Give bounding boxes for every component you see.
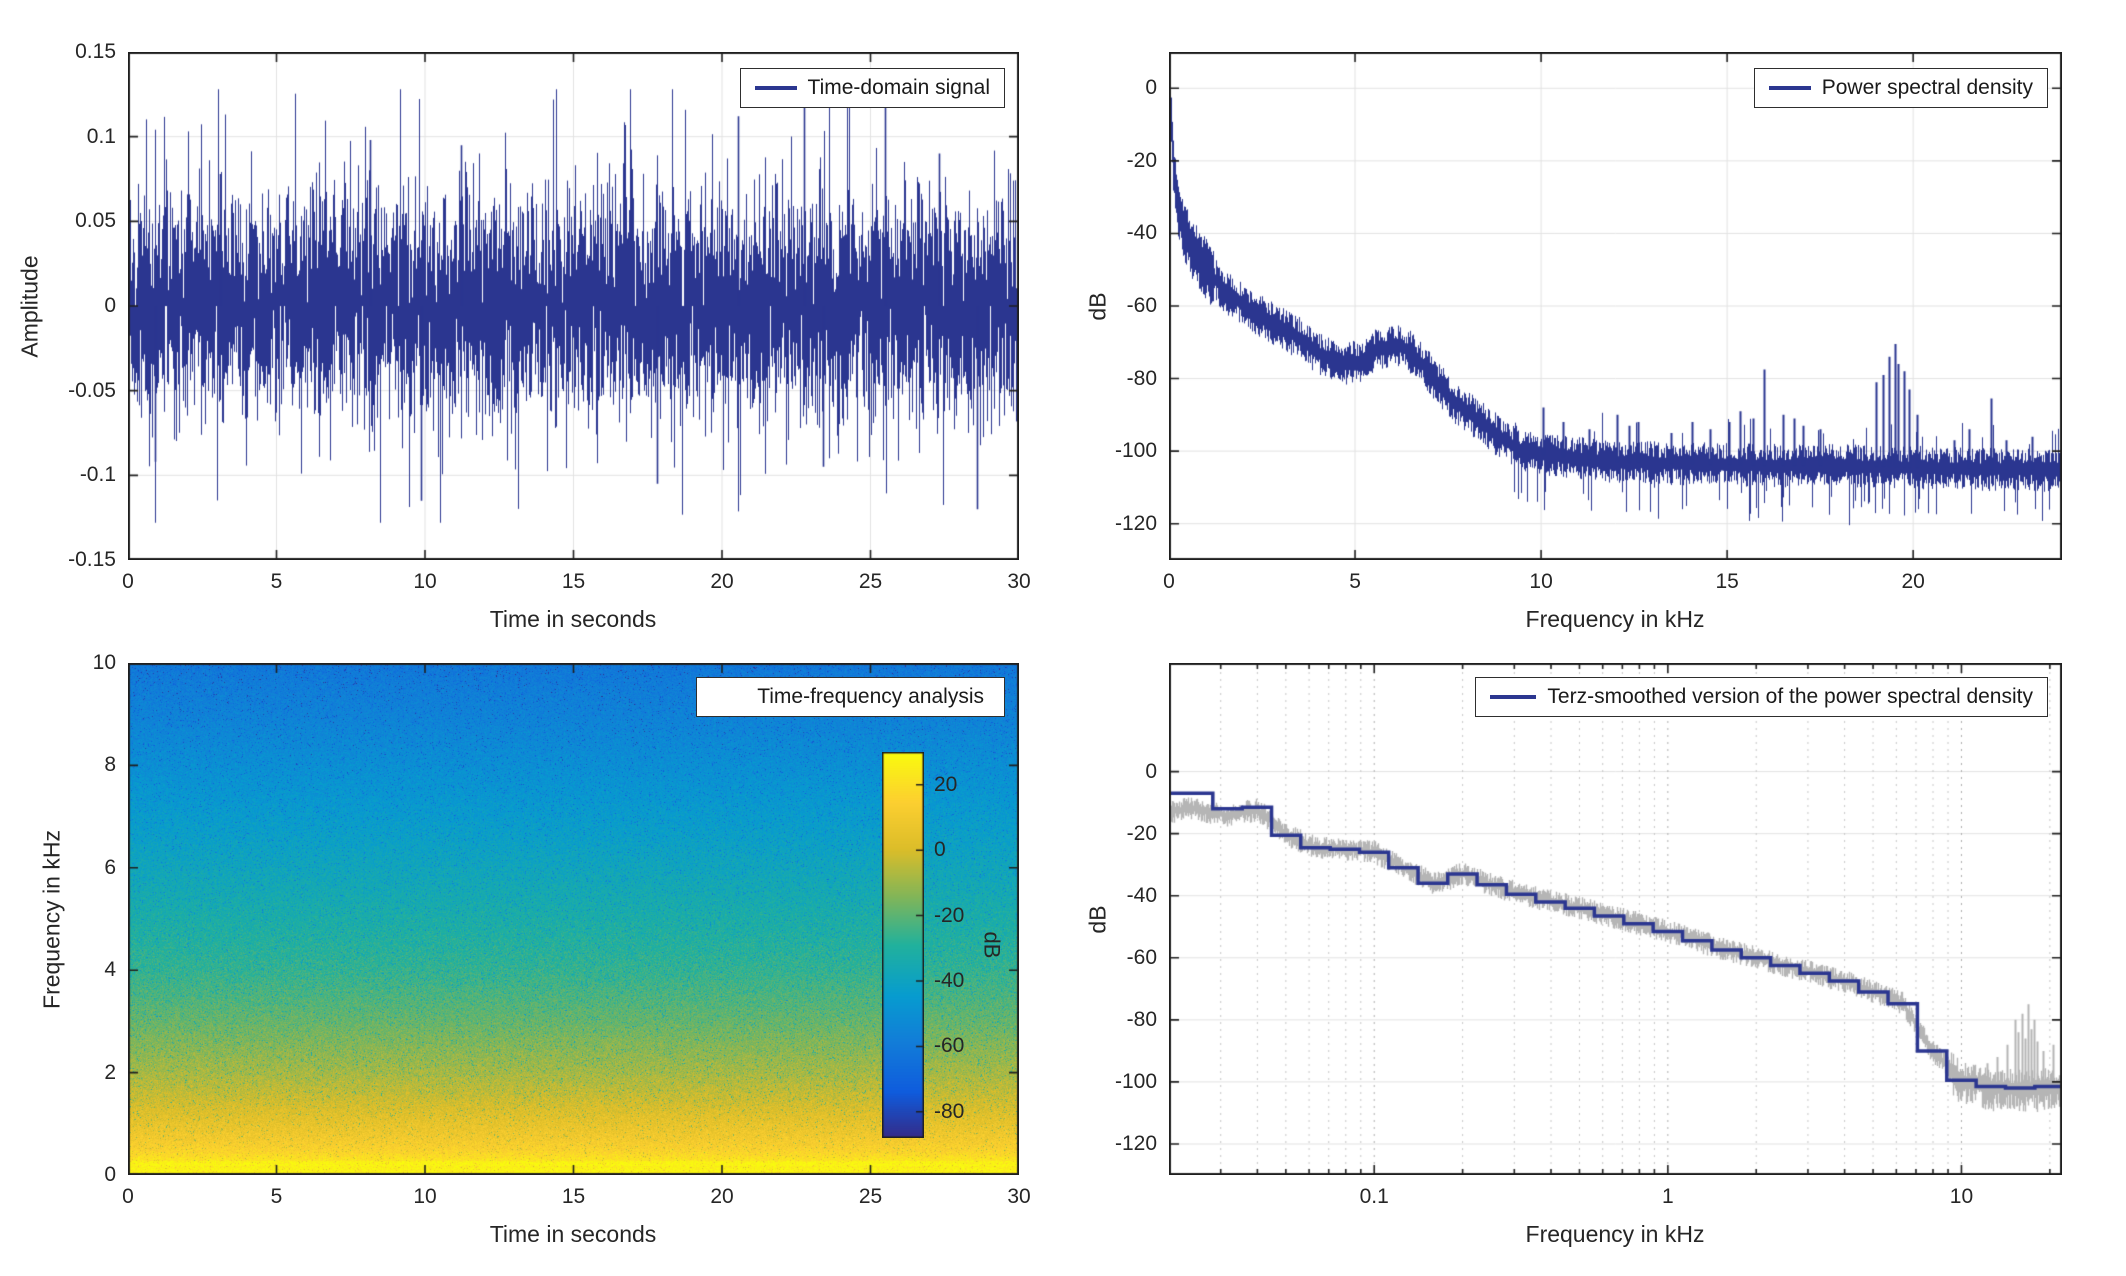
terz-xlabel: Frequency in kHz [1525, 1221, 1705, 1247]
tick-label: -20 [934, 903, 965, 927]
tick-label: -0.1 [79, 463, 116, 487]
tick-label: 15 [561, 570, 586, 593]
tick-label: 0 [1163, 570, 1175, 593]
tick-label: 15 [1715, 570, 1739, 593]
tick-label: 0 [1145, 759, 1157, 783]
tick-label: 0 [1145, 76, 1157, 100]
tick-label: 10 [92, 651, 116, 674]
tick-label: 5 [270, 1185, 283, 1208]
tick-label: -40 [1126, 221, 1157, 245]
spectrogram-ylabel: Frequency in kHz [38, 830, 65, 1009]
tick-label: 4 [104, 958, 116, 982]
time-domain-canvas [128, 52, 1019, 560]
tick-label: 0.05 [75, 209, 116, 233]
tick-label: 0.1 [86, 124, 116, 148]
tick-label: 0 [934, 838, 946, 862]
tick-label: 20 [710, 1185, 734, 1208]
legend-line-swatch [1768, 86, 1811, 90]
tick-label: 20 [710, 570, 734, 593]
tick-label: -80 [1126, 1007, 1157, 1031]
tick-label: -60 [1126, 294, 1157, 317]
time-domain-ylabel: Amplitude [16, 255, 43, 358]
tick-label: -120 [1114, 1131, 1157, 1155]
spectrogram-canvas [128, 663, 1019, 1175]
psd-canvas [1169, 52, 2062, 560]
tick-label: 10 [413, 1185, 437, 1208]
tick-label: 0 [104, 1163, 116, 1186]
tick-label: 0 [122, 570, 134, 593]
tick-label: 20 [1901, 570, 1925, 593]
tick-label: -20 [1126, 821, 1157, 845]
legend-line-swatch [1490, 695, 1537, 699]
tick-label: 25 [858, 1185, 883, 1208]
tick-label: 0 [122, 1185, 134, 1208]
psd-xlabel: Frequency in kHz [1525, 606, 1705, 632]
tick-label: -40 [1126, 883, 1157, 907]
tick-label: 5 [1349, 570, 1361, 593]
time-domain-xlabel: Time in seconds [489, 606, 657, 632]
tick-label: -0.05 [68, 378, 116, 402]
spectrogram-xlabel: Time in seconds [489, 1221, 657, 1247]
tick-label: -100 [1114, 439, 1157, 463]
legend-label: Power spectral density [1821, 76, 2033, 99]
tick-label: 0 [104, 294, 116, 317]
legend-psd[interactable]: Power spectral density [1753, 68, 2048, 108]
tick-label: 10 [1529, 570, 1553, 593]
legend-spectrogram[interactable]: Time-frequency analysis [696, 677, 1005, 717]
tick-label: -80 [934, 1099, 965, 1123]
legend-line-swatch [754, 86, 797, 90]
tick-label: -100 [1114, 1069, 1157, 1093]
tick-label: 30 [1007, 570, 1031, 593]
tick-label: 5 [270, 570, 283, 593]
tick-label: 10 [413, 570, 437, 593]
tick-label: -20 [1126, 148, 1157, 172]
tick-label: 6 [104, 855, 116, 879]
tick-label: 8 [104, 753, 116, 777]
tick-label: 2 [104, 1060, 116, 1084]
legend-label: Time-frequency analysis [757, 685, 984, 708]
tick-label: -0.15 [68, 548, 116, 571]
colorbar [882, 752, 924, 1138]
legend-time-domain[interactable]: Time-domain signal [739, 68, 1005, 108]
tick-label: -60 [934, 1034, 965, 1058]
tick-label: 1 [1662, 1185, 1674, 1208]
colorbar-label: dB [979, 931, 1005, 959]
psd-ylabel: dB [1084, 292, 1111, 321]
tick-label: 25 [858, 570, 883, 593]
tick-label: 15 [561, 1185, 586, 1208]
legend-terz-psd[interactable]: Terz-smoothed version of the power spect… [1475, 677, 2048, 717]
tick-label: 20 [934, 772, 958, 796]
tick-label: 30 [1007, 1185, 1031, 1208]
terz-ylabel: dB [1084, 905, 1111, 934]
legend-label: Terz-smoothed version of the power spect… [1547, 685, 2033, 708]
tick-label: -120 [1114, 511, 1157, 535]
tick-label: 0.1 [1359, 1185, 1389, 1208]
legend-label: Time-domain signal [807, 76, 990, 99]
tick-label: -40 [934, 968, 965, 992]
terz-psd-canvas [1169, 663, 2062, 1175]
tick-label: -80 [1126, 366, 1157, 390]
tick-label: 10 [1949, 1185, 1974, 1208]
tick-label: 0.15 [75, 40, 116, 63]
tick-label: -60 [1126, 945, 1157, 969]
